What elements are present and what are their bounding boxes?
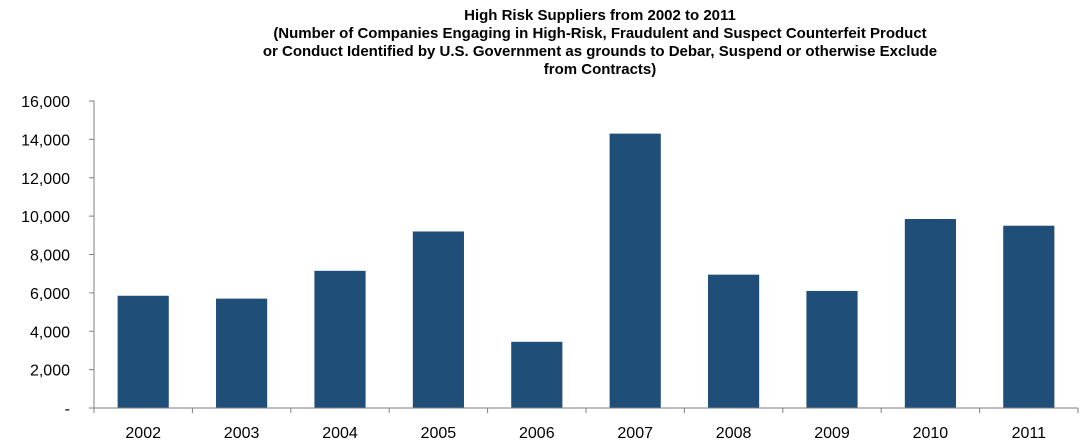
bar-2007 — [609, 133, 661, 408]
x-axis: 2002 2003 2004 2005 2006 2007 2008 2009 2010 2011 — [93, 407, 1079, 442]
x-tick-label: 2006 — [519, 425, 555, 442]
bar-2009 — [806, 290, 858, 408]
x-tick-label: 2008 — [716, 425, 752, 442]
x-tick-label: 2010 — [913, 425, 949, 442]
y-tick-label: 12,000 — [21, 171, 70, 188]
chart-subtitle-line-2: or Conduct Identified by U.S. Government… — [262, 43, 938, 60]
chart-subtitle-line-1: (Number of Companies Engaging in High-Ri… — [273, 25, 927, 42]
bar-2008 — [708, 274, 760, 408]
x-tick-label: 2009 — [814, 425, 850, 442]
y-tick-label: 2,000 — [30, 363, 70, 380]
y-tick-label: 6,000 — [30, 286, 70, 303]
chart-subtitle-line-3: from Contracts) — [543, 61, 657, 78]
bar-2003 — [216, 298, 268, 408]
x-tick-label: 2003 — [224, 425, 260, 442]
x-tick-label: 2004 — [322, 425, 358, 442]
x-tick-label: 2002 — [125, 425, 161, 442]
bar-2011 — [1003, 225, 1055, 408]
y-axis: - 2,000 4,000 6,000 8,000 10,000 12,000 14,000 1… — [21, 94, 95, 418]
x-tick-label: 2011 — [1012, 425, 1047, 442]
y-tick-label: - — [65, 401, 70, 418]
bar-2004 — [314, 270, 366, 408]
bar-2005 — [412, 231, 464, 408]
y-tick-label: 16,000 — [21, 94, 70, 111]
x-tick-label: 2005 — [421, 425, 457, 442]
bar-2002 — [117, 295, 169, 408]
chart-title: High Risk Suppliers from 2002 to 2011 — [464, 7, 736, 24]
chart-title-block: High Risk Suppliers from 2002 to 2011 (N… — [120, 7, 1080, 79]
y-tick-label: 14,000 — [21, 132, 70, 149]
y-tick-label: 4,000 — [30, 324, 70, 341]
bar-2006 — [511, 341, 563, 408]
x-tick-label: 2007 — [617, 425, 653, 442]
y-tick-label: 8,000 — [30, 248, 70, 265]
y-tick-label: 10,000 — [21, 209, 70, 226]
bars — [117, 133, 1055, 408]
bar-2010 — [904, 219, 956, 408]
